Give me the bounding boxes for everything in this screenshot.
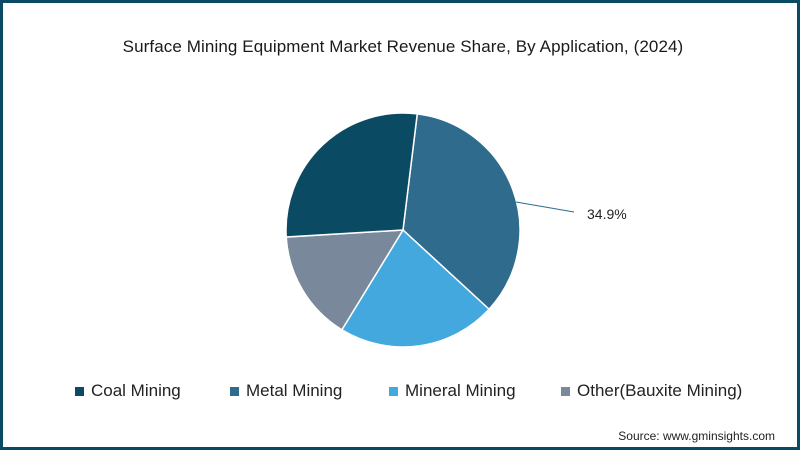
legend-label: Other(Bauxite Mining): [577, 381, 743, 400]
leader-line: [515, 201, 575, 213]
pie-slice-mineral-mining[interactable]: [340, 228, 491, 348]
legend-item-mineral-mining[interactable]: Mineral Mining: [389, 381, 516, 401]
metal-mining-value-label: 34.9%: [587, 206, 627, 222]
other-swatch-icon: [561, 386, 570, 396]
coal-mining-swatch-icon: [75, 386, 84, 396]
legend-label: Mineral Mining: [405, 381, 516, 400]
pie-slice-coal-mining[interactable]: [285, 112, 419, 238]
legend-label: Coal Mining: [91, 381, 181, 400]
pie-slices: [285, 112, 521, 348]
mineral-mining-swatch-icon: [389, 386, 398, 396]
legend-item-coal-mining[interactable]: Coal Mining: [75, 381, 181, 401]
legend: Coal Mining Metal Mining Mineral Mining …: [3, 381, 800, 403]
legend-item-metal-mining[interactable]: Metal Mining: [230, 381, 342, 401]
source-credit: Source: www.gminsights.com: [618, 429, 775, 443]
chart-title: Surface Mining Equipment Market Revenue …: [122, 37, 684, 56]
pie-slice-other-bauxite-mining[interactable]: [285, 229, 405, 331]
legend-label: Metal Mining: [246, 381, 343, 400]
pie-slice-metal-mining[interactable]: [402, 113, 521, 311]
pie-chart: [285, 112, 575, 348]
metal-mining-swatch-icon: [230, 386, 239, 396]
legend-item-other-bauxite-mining[interactable]: Other(Bauxite Mining): [561, 381, 742, 401]
